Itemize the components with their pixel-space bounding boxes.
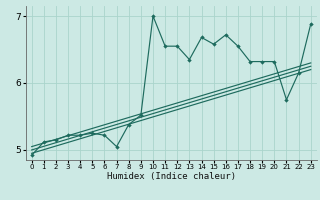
Point [175, 45, 180, 48]
Point [126, 123, 131, 126]
Point [138, 114, 143, 117]
Point [296, 71, 301, 75]
Point [150, 14, 156, 18]
Point [272, 60, 277, 63]
Point [90, 132, 95, 135]
Point [247, 60, 252, 63]
Point [102, 134, 107, 137]
Point [53, 138, 59, 142]
Point [187, 58, 192, 61]
Point [236, 45, 241, 48]
Point [199, 36, 204, 39]
Point [163, 45, 168, 48]
Point [41, 140, 46, 144]
Point [78, 134, 83, 137]
Point [260, 60, 265, 63]
Point [284, 98, 289, 101]
Point [66, 134, 71, 137]
Point [211, 43, 216, 46]
X-axis label: Humidex (Indice chaleur): Humidex (Indice chaleur) [107, 172, 236, 181]
Point [114, 145, 119, 148]
Point [223, 33, 228, 36]
Point [308, 22, 313, 26]
Point [29, 154, 34, 157]
